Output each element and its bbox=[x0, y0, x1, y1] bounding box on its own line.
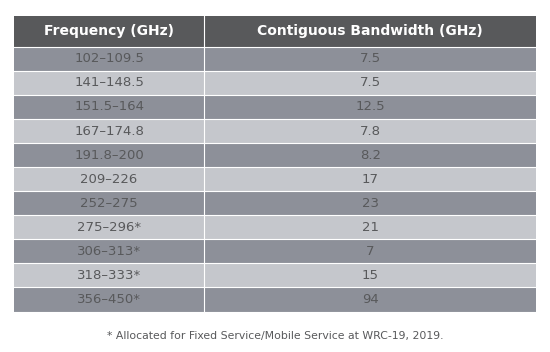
Text: 275–296*: 275–296* bbox=[77, 221, 141, 234]
Bar bbox=[205, 71, 536, 95]
Bar bbox=[205, 215, 536, 239]
Text: 141–148.5: 141–148.5 bbox=[74, 76, 144, 89]
Bar bbox=[14, 263, 205, 288]
Bar bbox=[14, 143, 205, 167]
Bar bbox=[14, 95, 205, 119]
Text: 318–333*: 318–333* bbox=[77, 269, 141, 282]
Bar bbox=[14, 239, 205, 263]
Text: 191.8–200: 191.8–200 bbox=[74, 149, 144, 162]
Bar bbox=[205, 167, 536, 191]
Bar bbox=[205, 143, 536, 167]
Text: Contiguous Bandwidth (GHz): Contiguous Bandwidth (GHz) bbox=[257, 24, 483, 38]
Text: Frequency (GHz): Frequency (GHz) bbox=[44, 24, 174, 38]
Bar bbox=[205, 239, 536, 263]
Text: * Allocated for Fixed Service/Mobile Service at WRC-19, 2019.: * Allocated for Fixed Service/Mobile Ser… bbox=[107, 331, 443, 341]
Bar bbox=[205, 119, 536, 143]
Text: 7: 7 bbox=[366, 245, 375, 258]
Bar bbox=[14, 215, 205, 239]
Text: 7.5: 7.5 bbox=[360, 76, 381, 89]
Bar bbox=[14, 47, 205, 71]
Bar bbox=[205, 263, 536, 288]
Bar bbox=[14, 288, 205, 312]
Bar bbox=[14, 71, 205, 95]
Bar bbox=[14, 191, 205, 215]
Bar bbox=[205, 288, 536, 312]
Text: 15: 15 bbox=[362, 269, 379, 282]
Text: 167–174.8: 167–174.8 bbox=[74, 125, 144, 138]
Text: 8.2: 8.2 bbox=[360, 149, 381, 162]
Bar bbox=[205, 47, 536, 71]
Text: 252–275: 252–275 bbox=[80, 197, 138, 210]
Text: 7.8: 7.8 bbox=[360, 125, 381, 138]
Bar bbox=[205, 16, 536, 47]
Text: 102–109.5: 102–109.5 bbox=[74, 52, 144, 65]
Text: 151.5–164: 151.5–164 bbox=[74, 100, 144, 113]
Bar bbox=[14, 16, 205, 47]
Text: 12.5: 12.5 bbox=[355, 100, 385, 113]
Bar bbox=[205, 191, 536, 215]
Text: 7.5: 7.5 bbox=[360, 52, 381, 65]
Text: 17: 17 bbox=[362, 173, 379, 186]
Bar bbox=[205, 95, 536, 119]
Text: 356–450*: 356–450* bbox=[77, 293, 141, 306]
Text: 209–226: 209–226 bbox=[80, 173, 138, 186]
Text: 306–313*: 306–313* bbox=[77, 245, 141, 258]
Text: 23: 23 bbox=[362, 197, 379, 210]
Text: 21: 21 bbox=[362, 221, 379, 234]
Bar bbox=[14, 119, 205, 143]
Bar bbox=[14, 167, 205, 191]
Text: 94: 94 bbox=[362, 293, 379, 306]
